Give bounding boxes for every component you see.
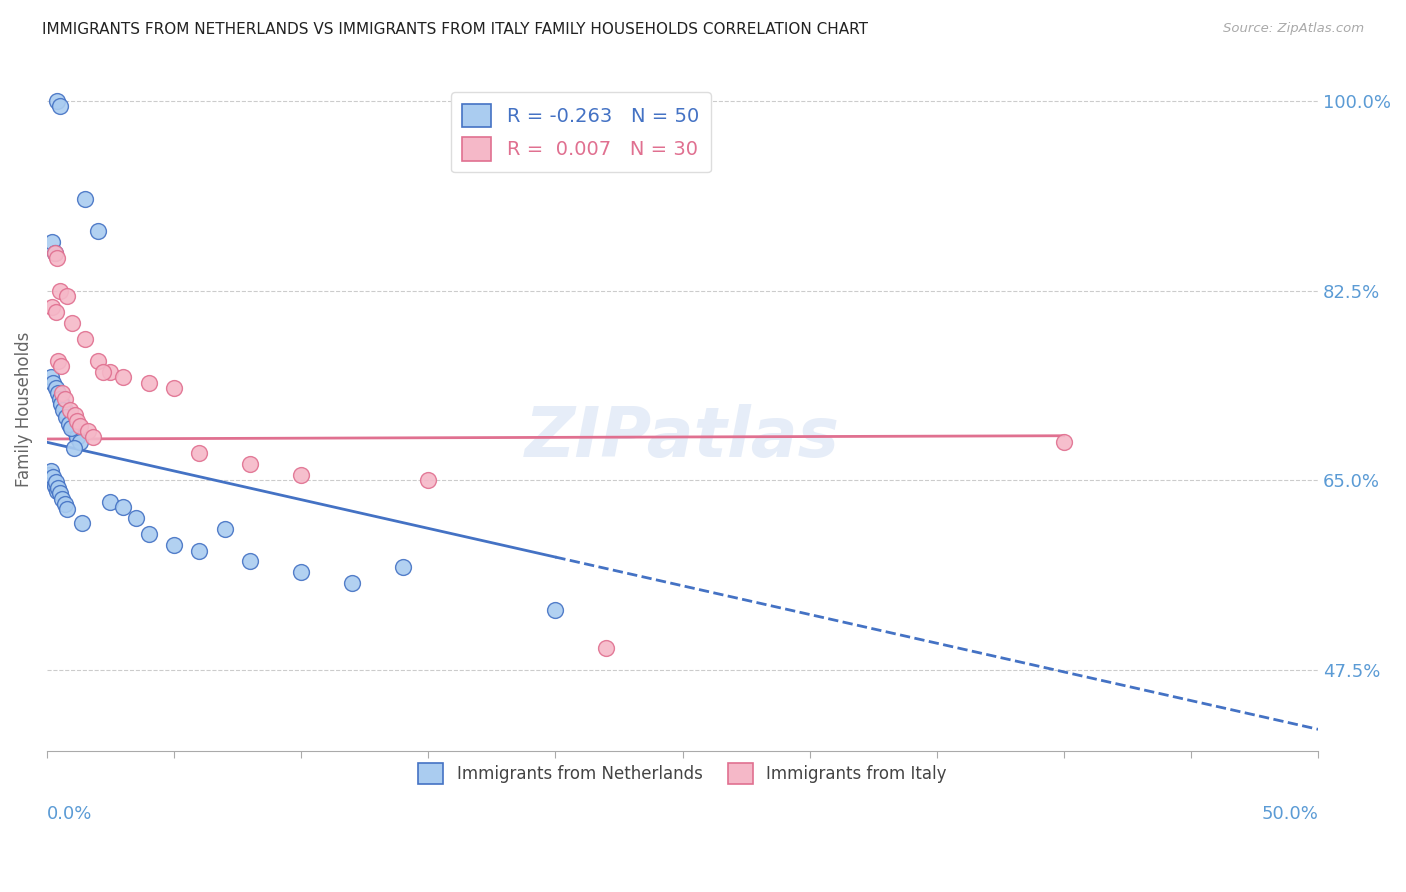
- Point: [51, 386, 73, 401]
- Point: [60, 316, 83, 330]
- Point: [45, 475, 67, 490]
- Point: [49, 359, 72, 374]
- Point: [46, 251, 69, 265]
- Point: [66, 413, 89, 427]
- Point: [42, 376, 65, 390]
- Point: [51, 397, 73, 411]
- Point: [188, 446, 211, 460]
- Point: [63, 408, 86, 422]
- Point: [45, 381, 67, 395]
- Point: [239, 457, 262, 471]
- Point: [63, 425, 86, 439]
- Point: [60, 419, 83, 434]
- Point: [69, 435, 91, 450]
- Point: [52, 402, 75, 417]
- Text: IMMIGRANTS FROM NETHERLANDS VS IMMIGRANTS FROM ITALY FAMILY HOUSEHOLDS CORRELATI: IMMIGRANTS FROM NETHERLANDS VS IMMIGRANT…: [42, 22, 868, 37]
- Point: [45, 305, 67, 319]
- Point: [58, 417, 80, 431]
- Point: [112, 370, 135, 384]
- Point: [340, 576, 363, 591]
- Text: ZIPatlas: ZIPatlas: [524, 403, 839, 471]
- Point: [91, 365, 114, 379]
- Point: [62, 441, 84, 455]
- Text: 0.0%: 0.0%: [46, 805, 93, 823]
- Point: [48, 99, 70, 113]
- Point: [48, 486, 70, 500]
- Point: [100, 495, 122, 509]
- Point: [48, 392, 70, 406]
- Point: [44, 478, 66, 492]
- Point: [41, 235, 63, 249]
- Point: [46, 386, 69, 401]
- Point: [56, 289, 79, 303]
- Y-axis label: Family Households: Family Households: [15, 332, 32, 487]
- Point: [41, 300, 63, 314]
- Point: [46, 483, 69, 498]
- Point: [42, 470, 65, 484]
- Point: [87, 354, 110, 368]
- Point: [100, 365, 122, 379]
- Point: [60, 421, 83, 435]
- Point: [69, 419, 91, 434]
- Point: [55, 410, 77, 425]
- Legend: Immigrants from Netherlands, Immigrants from Italy: Immigrants from Netherlands, Immigrants …: [412, 756, 953, 790]
- Point: [44, 245, 66, 260]
- Point: [112, 500, 135, 515]
- Point: [53, 392, 76, 406]
- Point: [290, 467, 312, 482]
- Point: [39, 370, 62, 384]
- Point: [1053, 435, 1076, 450]
- Point: [82, 430, 104, 444]
- Point: [44, 245, 66, 260]
- Point: [56, 502, 79, 516]
- Point: [39, 465, 62, 479]
- Point: [138, 527, 160, 541]
- Point: [59, 402, 82, 417]
- Point: [138, 376, 160, 390]
- Point: [290, 566, 312, 580]
- Point: [76, 425, 98, 439]
- Point: [595, 641, 617, 656]
- Point: [66, 430, 89, 444]
- Point: [163, 538, 186, 552]
- Point: [72, 516, 94, 531]
- Point: [214, 522, 236, 536]
- Text: Source: ZipAtlas.com: Source: ZipAtlas.com: [1223, 22, 1364, 36]
- Point: [46, 481, 69, 495]
- Text: 50.0%: 50.0%: [1261, 805, 1319, 823]
- Point: [73, 332, 96, 346]
- Point: [392, 559, 415, 574]
- Point: [73, 192, 96, 206]
- Point: [46, 94, 69, 108]
- Point: [46, 354, 69, 368]
- Point: [53, 497, 76, 511]
- Point: [163, 381, 186, 395]
- Point: [125, 511, 148, 525]
- Point: [544, 603, 567, 617]
- Point: [41, 473, 63, 487]
- Point: [87, 224, 110, 238]
- Point: [38, 467, 60, 482]
- Point: [48, 284, 70, 298]
- Point: [49, 397, 72, 411]
- Point: [59, 413, 82, 427]
- Point: [51, 491, 73, 506]
- Point: [188, 543, 211, 558]
- Point: [239, 554, 262, 568]
- Point: [56, 408, 79, 422]
- Point: [53, 402, 76, 417]
- Point: [418, 473, 440, 487]
